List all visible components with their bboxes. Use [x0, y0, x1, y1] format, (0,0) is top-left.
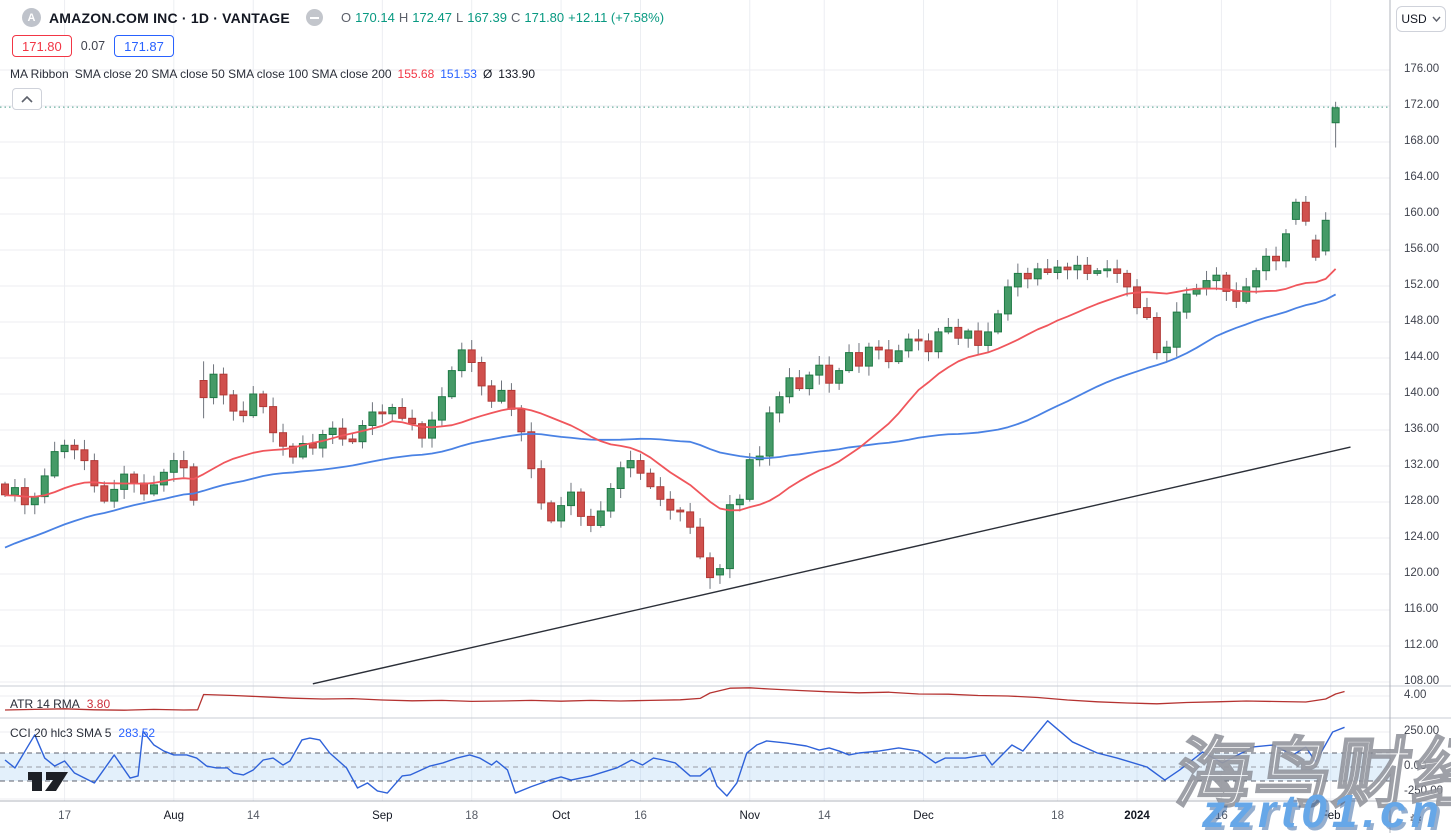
open-value: 170.14: [355, 10, 395, 25]
ma-ribbon-params: SMA close 20 SMA close 50 SMA close 100 …: [74, 67, 392, 81]
ma-ribbon-sma20-value: 155.68: [397, 67, 435, 81]
high-value: 172.47: [412, 10, 452, 25]
cci-panel-layer: [0, 720, 1390, 797]
price-tick-label: 136.00: [1404, 423, 1440, 435]
change-value: +12.11 (+7.58%): [568, 10, 665, 25]
time-tick-label: 14: [817, 810, 831, 822]
ma-ribbon-avg-value: 133.90: [498, 67, 535, 81]
time-tick-label: Dec: [913, 810, 934, 822]
cci-value: 283.52: [118, 726, 156, 740]
quote-badges: 171.80 0.07 171.87: [12, 35, 174, 57]
atr-legend[interactable]: ATR 14 RMA 3.80: [10, 697, 110, 711]
time-tick-label: 18: [1051, 810, 1064, 822]
bid-badge[interactable]: 171.80: [12, 35, 72, 57]
currency-selector[interactable]: USD: [1396, 6, 1446, 32]
price-tick-label: 124.00: [1404, 531, 1440, 543]
time-tick-label: 2024: [1124, 810, 1150, 822]
price-tick-label: 120.00: [1404, 567, 1440, 579]
chevron-down-icon: [1432, 16, 1441, 22]
close-label: C: [510, 10, 521, 25]
ma-ribbon-avg-label: Ø: [482, 67, 493, 81]
cci-tick-label: -250.00: [1404, 785, 1444, 797]
time-tick-label: Aug: [163, 810, 185, 822]
ask-badge[interactable]: 171.87: [114, 35, 174, 57]
cci-tick-label: 250.00: [1404, 725, 1440, 737]
time-tick-label: 17: [58, 810, 71, 822]
price-tick-label: 176.00: [1404, 63, 1440, 75]
currency-label: USD: [1401, 12, 1427, 26]
price-tick-label: 152.00: [1404, 279, 1440, 291]
tradingview-logo[interactable]: [28, 770, 74, 792]
atr-panel-layer: [4, 687, 1345, 711]
price-tick-label: 132.00: [1404, 459, 1440, 471]
low-value: 167.39: [467, 10, 507, 25]
gear-icon[interactable]: ⚙: [1409, 811, 1423, 828]
price-tick-label: 148.00: [1404, 315, 1440, 327]
price-tick-label: 160.00: [1404, 207, 1440, 219]
open-label: O: [340, 10, 352, 25]
atr-tick-label: 4.00: [1404, 689, 1427, 701]
time-tick-label: 14: [246, 810, 260, 822]
time-tick-label: Oct: [552, 810, 571, 822]
time-tick-label: Nov: [739, 810, 760, 822]
collapse-indicators-button[interactable]: [12, 88, 42, 110]
watermark-domain: zzrt01.cn: [1202, 785, 1444, 833]
symbol-logo[interactable]: A: [22, 8, 41, 27]
ma-ribbon-sma50-value: 151.53: [440, 67, 477, 81]
symbol-title[interactable]: AMAZON.COM INC · 1D · VANTAGE: [49, 9, 290, 26]
close-value: 171.80: [524, 10, 565, 25]
price-tick-label: 128.00: [1404, 495, 1440, 507]
time-tick-label: 16: [1215, 810, 1228, 822]
ohlc-readout: O 170.14 H 172.47 L 167.39 C 171.80 +12.11 (…: [341, 10, 664, 25]
candles-layer: [0, 101, 1390, 685]
time-tick-label: 16: [634, 810, 647, 822]
atr-value: 3.80: [86, 697, 111, 711]
price-tick-label: 112.00: [1404, 639, 1439, 651]
price-tick-label: 144.00: [1404, 351, 1440, 363]
high-label: H: [398, 10, 409, 25]
atr-label: ATR 14 RMA: [10, 697, 80, 711]
price-tick-label: 164.00: [1404, 171, 1440, 183]
ma-ribbon-legend[interactable]: MA Ribbon SMA close 20 SMA close 50 SMA …: [10, 67, 535, 81]
price-tick-label: 108.00: [1404, 675, 1440, 687]
price-tick-label: 168.00: [1404, 135, 1440, 147]
symbol-header: A AMAZON.COM INC · 1D · VANTAGE O 170.14 …: [22, 8, 664, 27]
cci-label: CCI 20 hlc3 SMA 5: [10, 726, 112, 740]
chevron-up-icon: [21, 95, 33, 103]
spread-value: 0.07: [80, 39, 106, 53]
time-tick-label: Sep: [372, 810, 393, 822]
ma-ribbon-title: MA Ribbon: [10, 67, 69, 81]
low-label: L: [455, 10, 464, 25]
cci-legend[interactable]: CCI 20 hlc3 SMA 5 283.52: [10, 726, 155, 740]
cci-tick-label: 0.00: [1404, 760, 1427, 772]
price-tick-label: 172.00: [1404, 99, 1440, 111]
market-status-icon[interactable]: [305, 9, 323, 26]
grid-layer: [0, 0, 1390, 801]
price-tick-label: 116.00: [1404, 603, 1439, 615]
time-tick-label: 18: [465, 810, 479, 822]
price-tick-label: 156.00: [1404, 243, 1440, 255]
time-tick-label: Feb: [1320, 810, 1341, 822]
price-tick-label: 140.00: [1404, 387, 1440, 399]
